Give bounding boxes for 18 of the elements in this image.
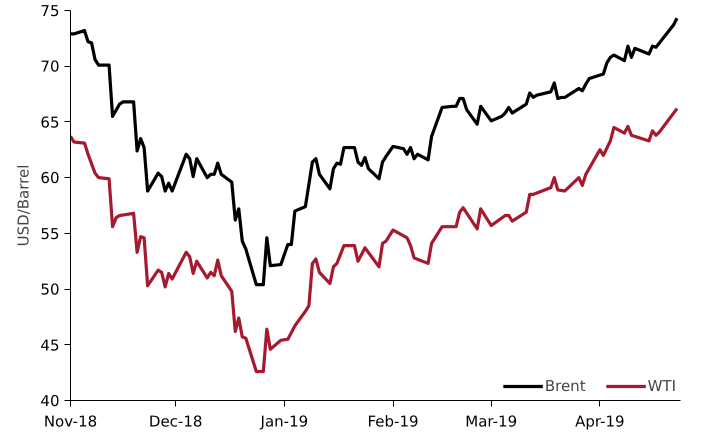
line-series	[70, 106, 679, 374]
legend-label: Brent	[544, 377, 586, 395]
x-tick-label: Dec-18	[148, 412, 202, 430]
y-tick-label: 65	[40, 113, 60, 132]
x-tick-label: Jan-19	[260, 412, 308, 430]
y-tick-label: 70	[40, 58, 60, 76]
x-tick-label: Feb-19	[368, 412, 419, 430]
y-tick-label: 45	[40, 336, 60, 354]
x-tick-label: Mar-19	[465, 412, 518, 430]
y-tick-label: 50	[40, 280, 60, 299]
y-tick-label: 60	[40, 169, 60, 188]
y-tick-label: 55	[40, 224, 60, 243]
y-tick-label: 40	[40, 392, 60, 410]
y-axis-title: USD/Barrel	[14, 164, 32, 246]
y-tick-label: 75	[40, 2, 60, 20]
x-tick-label: Nov-18	[44, 412, 98, 430]
legend-label: WTI	[648, 377, 676, 395]
x-tick-label: Apr-19	[575, 412, 625, 430]
